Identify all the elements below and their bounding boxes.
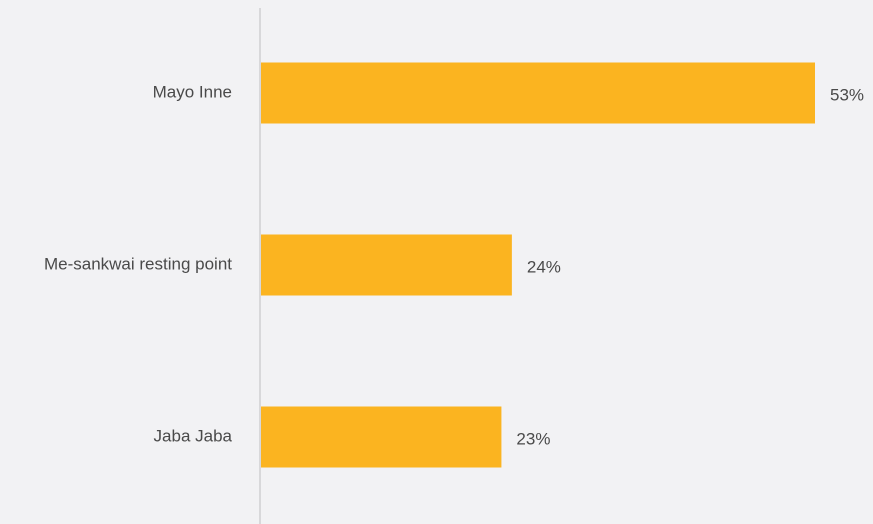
bar-0 — [261, 62, 815, 124]
bar-2 — [261, 406, 502, 468]
value-label-0: 53% — [830, 85, 864, 104]
category-label-0: Mayo Inne — [153, 82, 232, 101]
value-label-2: 23% — [516, 429, 550, 448]
category-label-2: Jaba Jaba — [154, 426, 233, 445]
bar-1 — [261, 234, 512, 296]
bars-layer — [261, 62, 815, 468]
labels-layer: Mayo Inne 53% Me-sankwai resting point 24% J… — [44, 82, 864, 448]
category-label-1: Me-sankwai resting point — [44, 254, 232, 273]
value-label-1: 24% — [527, 257, 561, 276]
